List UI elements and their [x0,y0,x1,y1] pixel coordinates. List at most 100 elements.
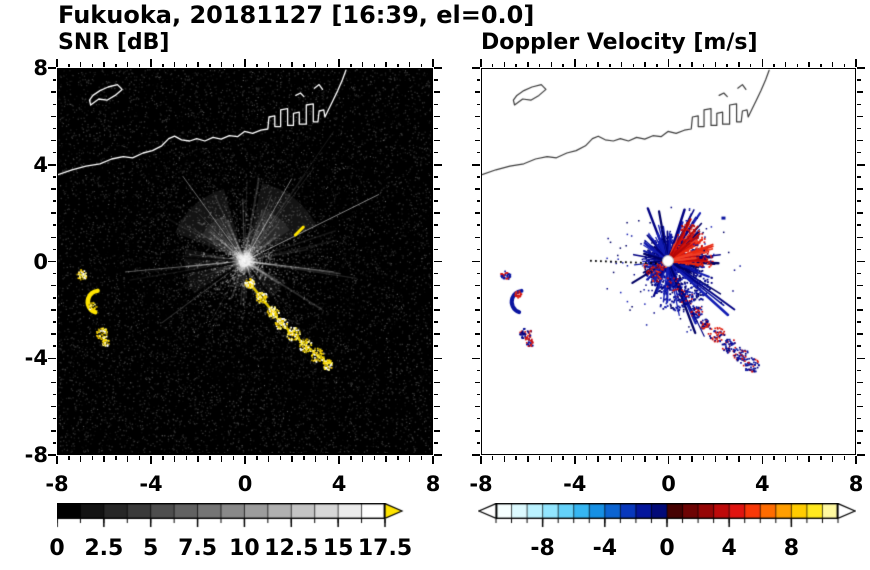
axis-tick [857,405,863,408]
axis-tick [480,59,482,67]
colorbar-tick-label: 8 [783,536,800,561]
axis-tick [476,224,480,226]
axis-tick [303,456,305,460]
axis-tick [857,393,861,396]
axis-tick [68,63,70,67]
axis-tick [361,61,364,67]
doppler-colorbar [478,503,856,529]
axis-tick [820,456,822,460]
axis-tick [50,236,56,239]
axis-tick [656,63,658,67]
axis-tick [244,456,246,464]
axis-tick [831,61,834,67]
axis-tick [503,456,506,462]
axis-tick [103,456,105,462]
axis-tick [476,321,480,323]
axis-tick [173,456,176,462]
axis-tick [831,456,834,462]
axis-tick [434,139,440,142]
doppler-radar-image [482,69,854,453]
axis-tick [474,139,480,142]
axis-tick [714,456,717,462]
axis-tick [52,200,56,202]
axis-tick [91,63,93,67]
axis-tick [126,61,129,67]
axis-tick [350,63,352,67]
axis-tick [857,417,861,420]
axis-tick [397,63,399,67]
axis-tick [476,103,480,106]
axis-tick [162,63,164,67]
axis-tick [574,456,576,464]
axis-tick [620,456,623,462]
axis-tick [857,345,861,347]
snr-radar-image [58,69,431,453]
axis-tick [749,63,752,67]
axis-tick [434,345,438,347]
axis-tick [52,417,56,420]
axis-tick [857,224,861,226]
axis-tick [857,442,861,444]
axis-tick [857,369,861,372]
axis-tick [326,456,328,460]
axis-tick [434,260,442,263]
axis-tick [515,63,517,67]
axis-tick [609,456,611,460]
axis-tick [68,456,70,460]
colorbar-tick-label: 17.5 [357,536,413,561]
axis-tick [476,127,480,130]
axis-tick [48,357,56,359]
axis-tick [476,176,480,178]
axis-tick [702,63,705,67]
doppler-panel [481,68,856,455]
axis-tick [679,456,681,460]
axis-tick [52,345,56,347]
y-tick-label: 8 [33,56,48,80]
axis-tick [232,456,234,460]
axis-tick [726,63,728,67]
axis-tick [303,63,305,67]
axis-tick [667,59,670,67]
axis-tick [434,248,438,251]
axis-tick [115,456,117,460]
axis-tick [434,297,438,299]
axis-tick [474,91,480,93]
axis-tick [434,454,442,456]
axis-tick [291,456,293,462]
axis-tick [314,61,317,67]
axis-tick [474,405,480,408]
axis-tick [761,59,763,67]
axis-tick [150,59,152,67]
y-tick-label: -4 [24,346,48,371]
axis-tick [480,456,482,464]
axis-tick [474,381,480,384]
axis-tick [126,456,129,462]
axis-tick [749,456,752,460]
y-tick-label: 0 [33,249,48,274]
y-tick-label: -8 [24,443,48,467]
axis-tick [476,417,480,420]
axis-tick [52,321,56,323]
axis-tick [476,297,480,299]
axis-tick [48,260,56,263]
axis-tick [656,456,658,460]
x-tick-label: 4 [754,472,770,496]
axis-tick [408,456,411,462]
axis-tick [855,59,857,67]
axis-tick [434,357,442,359]
axis-tick [434,430,440,432]
axis-tick [476,345,480,347]
axis-tick [434,405,440,408]
axis-tick [474,212,480,214]
axis-tick [350,456,352,460]
axis-tick [857,272,861,275]
axis-tick [434,200,438,202]
axis-tick [138,63,140,67]
colorbar-tick-label: -8 [530,536,555,561]
axis-tick [209,456,211,460]
axis-tick [434,333,440,335]
axis-tick [361,456,364,462]
axis-tick [702,456,705,460]
colorbar-tick-label: 5 [143,536,159,561]
axis-tick [220,456,223,462]
